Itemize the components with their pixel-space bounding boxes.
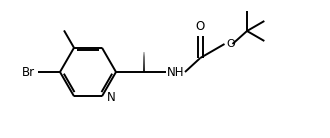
Text: O: O: [196, 20, 205, 33]
Polygon shape: [143, 52, 145, 72]
Text: O: O: [226, 39, 235, 49]
Text: Br: Br: [22, 66, 35, 79]
Text: N: N: [107, 91, 116, 104]
Text: NH: NH: [167, 66, 185, 79]
